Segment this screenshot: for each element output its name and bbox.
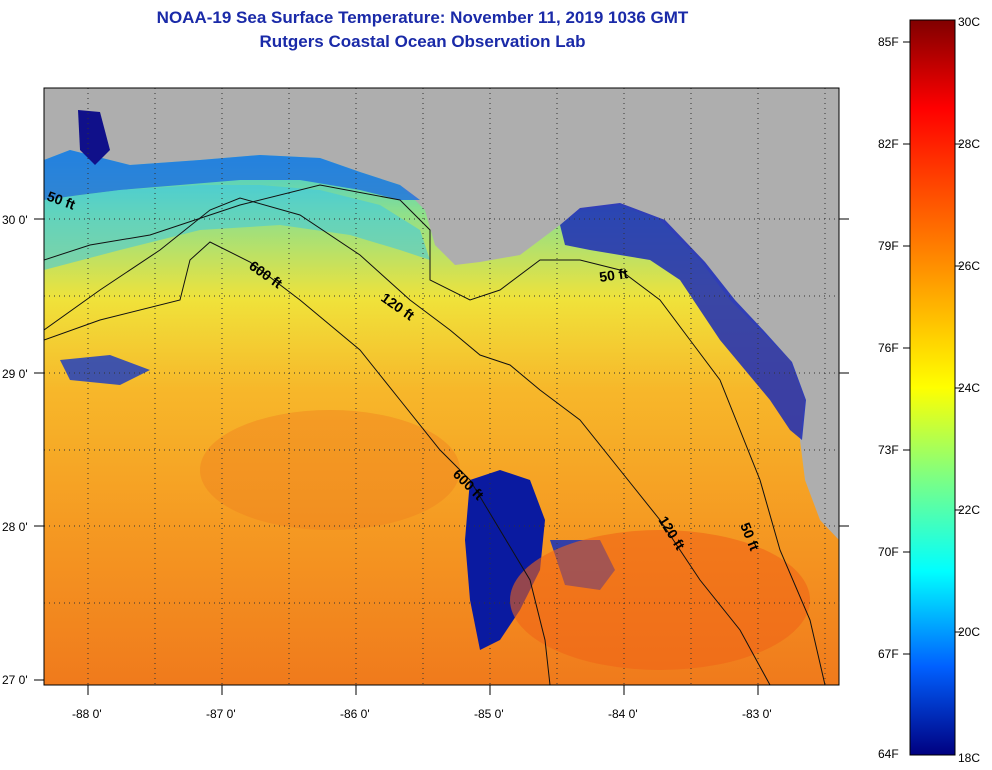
longitude-label: -86 0' xyxy=(340,707,370,721)
longitude-label: -88 0' xyxy=(72,707,102,721)
latitude-label: 30 0' xyxy=(2,213,28,227)
colorbar-c-label: 22C xyxy=(958,503,980,517)
colorbar-f-label: 79F xyxy=(878,239,899,253)
frame-ticks xyxy=(34,218,849,695)
map-area xyxy=(44,88,839,685)
cold-filament xyxy=(465,470,545,650)
colorbar-fahrenheit-labels: 85F 82F 79F 76F 73F 70F 67F 64F xyxy=(878,35,899,761)
latitude-labels: 30 0' 29 0' 28 0' 27 0' xyxy=(2,213,28,687)
colorbar-celsius-labels: 30C 28C 26C 24C 22C 20C 18C xyxy=(958,15,980,765)
map-subtitle: Rutgers Coastal Ocean Observation Lab xyxy=(259,32,586,51)
colorbar-f-label: 82F xyxy=(878,137,899,151)
colorbar-f-label: 67F xyxy=(878,647,899,661)
cold-coastal-water-panhandle xyxy=(44,150,420,200)
contour-120ft xyxy=(44,197,771,685)
warm-water-west xyxy=(200,410,460,530)
map-title: NOAA-19 Sea Surface Temperature: Novembe… xyxy=(156,8,689,27)
colorbar-c-label: 24C xyxy=(958,381,980,395)
latitude-label: 27 0' xyxy=(2,673,28,687)
warm-water-core xyxy=(510,530,810,670)
colorbar-f-label: 76F xyxy=(878,341,899,355)
depth-contours xyxy=(44,184,826,685)
latitude-label: 29 0' xyxy=(2,367,28,381)
longitude-labels: -88 0' -87 0' -86 0' -85 0' -84 0' -83 0… xyxy=(72,707,772,721)
colorbar-c-label: 30C xyxy=(958,15,980,29)
colorbar-c-label: 20C xyxy=(958,625,980,639)
contour-600ft xyxy=(44,241,551,685)
contour-label: 50 ft xyxy=(598,265,629,285)
colorbar-f-label: 70F xyxy=(878,545,899,559)
longitude-label: -87 0' xyxy=(206,707,236,721)
longitude-label: -85 0' xyxy=(474,707,504,721)
temperature-colorbar xyxy=(909,19,956,756)
map-frame xyxy=(43,87,840,686)
colorbar-c-label: 28C xyxy=(958,137,980,151)
latitude-label: 28 0' xyxy=(2,520,28,534)
cool-shelf-water xyxy=(44,185,430,270)
cold-coastal-water-big-bend xyxy=(560,203,806,440)
colorbar-f-label: 73F xyxy=(878,443,899,457)
contour-50ft xyxy=(44,184,826,685)
colorbar-f-label: 64F xyxy=(878,747,899,761)
colorbar-c-label: 18C xyxy=(958,751,980,765)
colorbar-f-label: 85F xyxy=(878,35,899,49)
cold-patch-west xyxy=(60,355,150,385)
longitude-label: -84 0' xyxy=(608,707,638,721)
longitude-label: -83 0' xyxy=(742,707,772,721)
colorbar-c-label: 26C xyxy=(958,259,980,273)
cold-bay-water xyxy=(78,110,110,165)
colorbar-ticks xyxy=(903,41,962,655)
